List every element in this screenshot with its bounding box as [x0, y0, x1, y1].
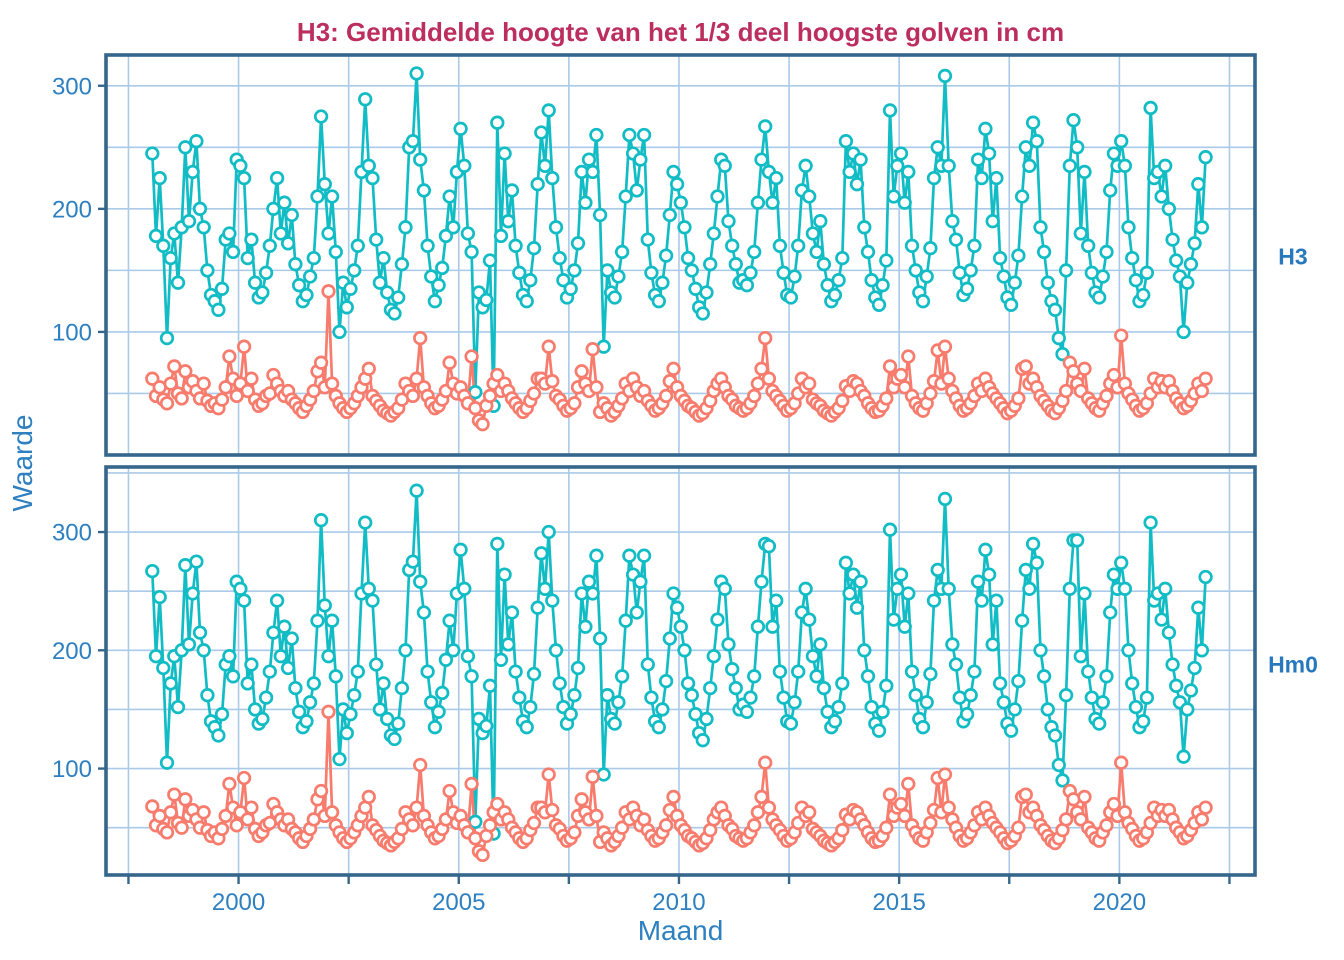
x-tick-label: 2020 [1093, 889, 1146, 916]
chart-title: H3: Gemiddelde hoogte van het 1/3 deel h… [296, 17, 1065, 47]
x-tick-label: 2015 [872, 889, 925, 916]
y-tick-label: 200 [52, 196, 92, 223]
x-tick-label: 2000 [212, 889, 265, 916]
y-tick-label: 100 [52, 756, 92, 783]
panel-hm0: 100 200 300 [52, 465, 1257, 877]
markers-series-salmon-hm0 [145, 704, 1213, 863]
strip-label-hm0: Hm0 [1268, 651, 1318, 678]
x-tick-label: 2010 [652, 889, 705, 916]
markers-series-teal-hm0 [145, 483, 1213, 841]
y-axis-title: Waarde [7, 414, 38, 512]
line-series-teal-hm0 [150, 489, 1207, 835]
y-tick-label: 200 [52, 638, 92, 665]
markers-series-salmon-h3 [145, 284, 1213, 432]
y-tick-label: 300 [52, 520, 92, 547]
markers-series-teal-h3 [145, 66, 1213, 413]
line-series-teal-h3 [150, 72, 1207, 408]
panel-border-hm0 [104, 465, 1257, 877]
y-tick-label: 300 [52, 73, 92, 100]
gridlines-hm0 [106, 467, 1255, 875]
x-axis-title: Maand [637, 915, 724, 946]
panel-border-h3 [104, 53, 1257, 457]
x-tick-label: 2005 [432, 889, 485, 916]
x-axis-ticks: 2000 2005 2010 2015 2020 [127, 875, 1231, 916]
panel-h3: 100 200 300 [52, 53, 1257, 457]
y-tick-label: 100 [52, 319, 92, 346]
strip-label-h3: H3 [1278, 243, 1308, 270]
